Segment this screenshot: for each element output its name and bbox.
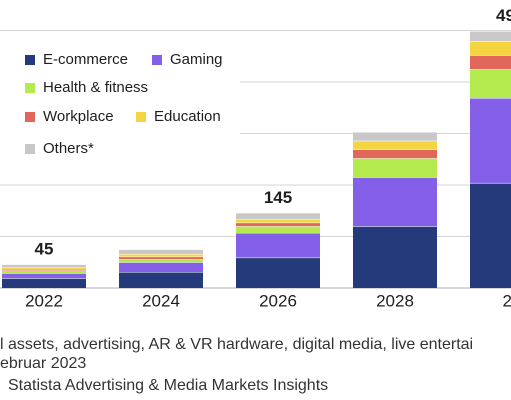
bar-segment: [470, 31, 511, 42]
x-tick-label: 20: [503, 291, 511, 310]
total-label: 49: [496, 6, 511, 25]
total-label: 45: [35, 239, 54, 258]
bar-segment: [2, 270, 86, 274]
legend-label: Workplace: [43, 108, 114, 125]
legend-label: Gaming: [170, 51, 223, 68]
bar-segment: [119, 256, 203, 260]
x-tick-label: 2022: [25, 291, 63, 310]
bar-segment: [119, 272, 203, 288]
bar-segment: [119, 262, 203, 273]
bar-segment: [353, 149, 437, 159]
legend-swatch: [25, 112, 35, 122]
legend-background: [0, 36, 240, 171]
footnote: ebruar 2023: [0, 355, 86, 372]
legend-label: E-commerce: [43, 51, 128, 68]
legend: E-commerce Gaming Health & fitness Workplac…: [25, 51, 223, 157]
total-label: 145: [264, 188, 292, 207]
footnote: l assets, advertising, AR & VR hardware,…: [0, 336, 473, 353]
bar-segment: [353, 226, 437, 288]
bar-segment: [353, 177, 437, 227]
bar-segment: [2, 264, 86, 268]
x-tick-label: 2026: [259, 291, 297, 310]
bar-segment: [470, 69, 511, 98]
x-tick-label: 2028: [376, 291, 414, 310]
source: Statista Advertising & Media Markets Ins…: [8, 377, 328, 394]
legend-label: Health & fitness: [43, 79, 148, 96]
legend-swatch: [136, 112, 146, 122]
bar-segment: [353, 140, 437, 150]
bar-segment: [2, 278, 86, 288]
bar-segment: [2, 268, 86, 271]
bar-segment: [236, 257, 320, 288]
x-tick-label: 2024: [142, 291, 180, 310]
plot-area: 2022 45 2024 2026 145 2028 20 49: [0, 6, 511, 310]
bar-segment: [470, 182, 511, 288]
legend-swatch: [25, 83, 35, 93]
bar-segment: [236, 218, 320, 223]
legend-swatch: [25, 144, 35, 154]
bar-segment: [119, 259, 203, 263]
bar-segment: [236, 232, 320, 258]
bar-segment: [353, 158, 437, 178]
legend-swatch: [152, 55, 162, 65]
bar-segment: [236, 226, 320, 233]
bar-segment: [470, 55, 511, 70]
bar-segment: [2, 273, 86, 279]
bar-segment: [119, 254, 203, 257]
bar-segment: [470, 97, 511, 183]
legend-label: Others*: [43, 140, 94, 157]
legend-swatch: [25, 55, 35, 65]
bar-segment: [236, 222, 320, 227]
bar-segment: [236, 213, 320, 219]
legend-label: Education: [154, 108, 221, 125]
bar-segment: [353, 132, 437, 141]
bar-segment: [2, 267, 86, 269]
bar-segment: [119, 249, 203, 255]
bar-segment: [470, 41, 511, 56]
